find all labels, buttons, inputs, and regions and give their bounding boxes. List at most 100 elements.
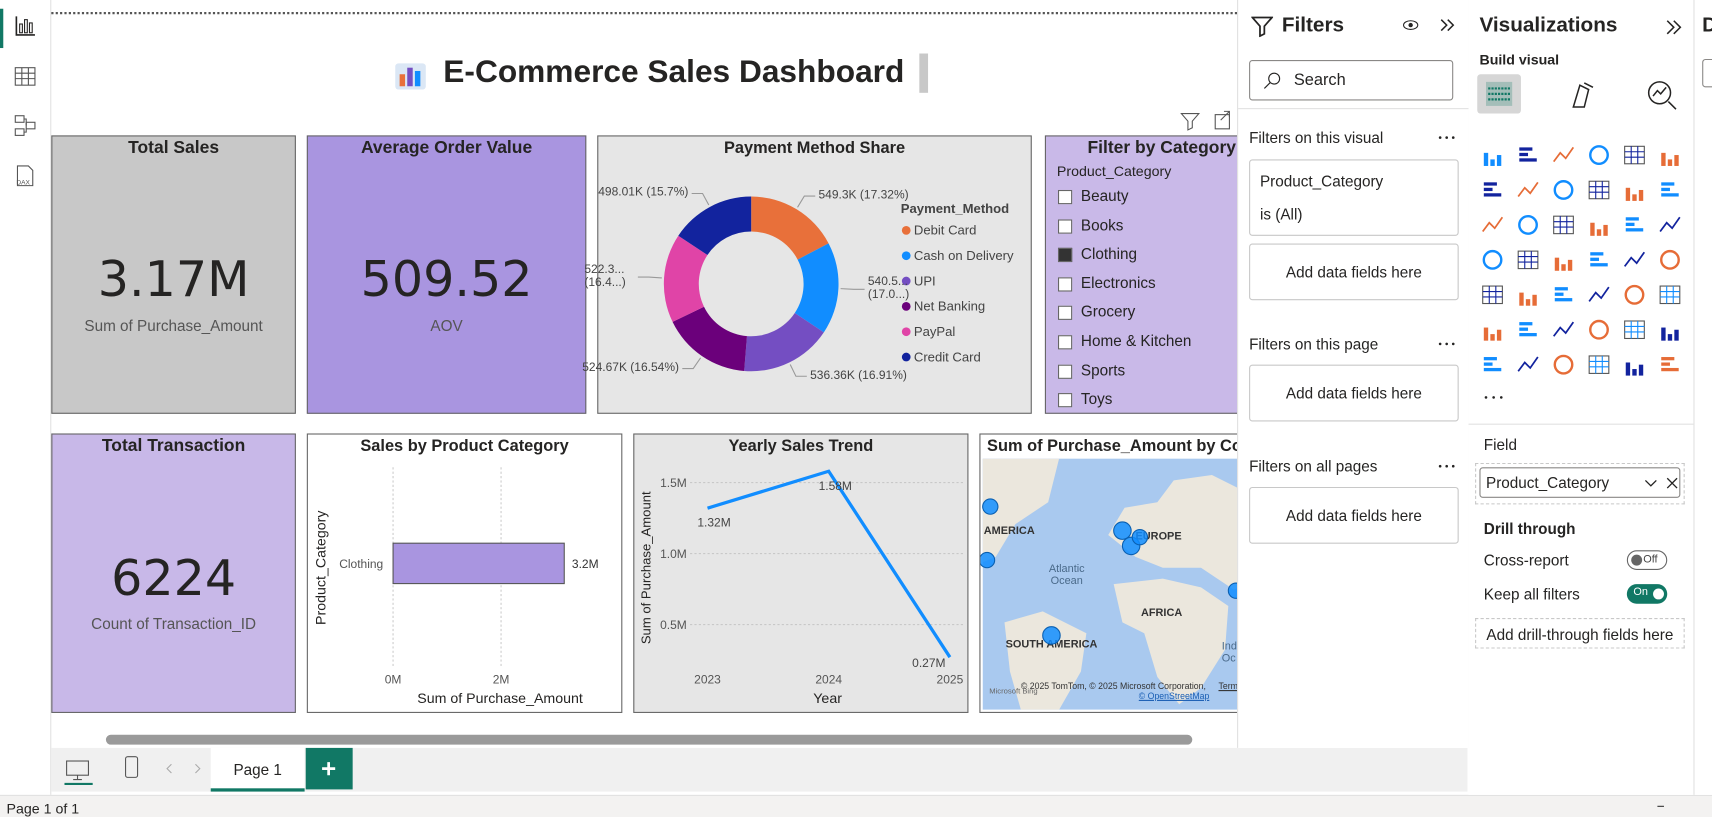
slicer-checkbox[interactable] bbox=[1057, 393, 1073, 408]
glyph bbox=[1518, 214, 1538, 235]
more-options[interactable] bbox=[1438, 133, 1455, 142]
visual-header-icons[interactable] bbox=[1179, 110, 1234, 132]
cross-report-toggle[interactable]: Off bbox=[1626, 550, 1668, 570]
map-terms[interactable]: Terms bbox=[1218, 681, 1243, 692]
visual-type-icon[interactable] bbox=[1625, 187, 1644, 201]
more-visuals[interactable] bbox=[1484, 393, 1506, 402]
collapse-icon[interactable] bbox=[1665, 19, 1685, 36]
visual-type-icon[interactable] bbox=[1625, 217, 1644, 232]
format-tab[interactable] bbox=[1567, 79, 1600, 112]
visual-type-icon[interactable] bbox=[1661, 327, 1679, 341]
card-total-sales[interactable]: Total Sales 3.17M Sum of Purchase_Amount bbox=[51, 135, 296, 414]
dax-view-icon[interactable]: DAX bbox=[13, 164, 37, 188]
visual-type-icon[interactable] bbox=[1661, 357, 1679, 372]
map-osm[interactable]: © OpenStreetMap bbox=[1138, 691, 1210, 701]
add-fields-well[interactable]: Add data fields here bbox=[1249, 364, 1459, 422]
visual-type-icon[interactable] bbox=[1518, 214, 1538, 235]
visual-type-icon[interactable] bbox=[1624, 145, 1645, 165]
more-options[interactable] bbox=[1438, 340, 1455, 349]
mobile-view-icon[interactable] bbox=[123, 754, 140, 780]
card-label: Sum of Purchase_Amount bbox=[84, 316, 263, 335]
slicer-checkbox[interactable] bbox=[1057, 189, 1073, 205]
visual-type-icon[interactable] bbox=[1482, 249, 1503, 270]
visual-type-icon[interactable] bbox=[1588, 355, 1610, 374]
visual-type-icon[interactable] bbox=[1624, 284, 1645, 305]
visual-type-icon[interactable] bbox=[1552, 321, 1575, 337]
visual-type-icon[interactable] bbox=[1517, 356, 1539, 372]
visual-type-icon[interactable] bbox=[1483, 152, 1502, 166]
desktop-view-icon[interactable] bbox=[64, 757, 93, 786]
card-aov[interactable]: Average Order Value 509.52 AOV bbox=[306, 135, 587, 414]
add-page-button[interactable] bbox=[305, 747, 353, 790]
build-tab-selected[interactable] bbox=[1477, 74, 1521, 114]
page-nav-arrows[interactable] bbox=[165, 761, 204, 776]
visual-type-icon[interactable] bbox=[1517, 250, 1539, 270]
slicer-checkbox[interactable] bbox=[1057, 277, 1073, 292]
keep-filters-toggle[interactable]: On bbox=[1626, 584, 1668, 604]
visual-type-icon[interactable] bbox=[1553, 180, 1574, 200]
bar-visual[interactable]: Sales by Product Category bbox=[306, 433, 623, 713]
visual-type-icon[interactable] bbox=[1482, 285, 1503, 305]
visual-type-icon[interactable] bbox=[1483, 182, 1502, 197]
visual-type-icon[interactable] bbox=[1519, 292, 1537, 306]
slicer-checkbox[interactable] bbox=[1057, 306, 1073, 321]
map-visual[interactable]: Sum of Purchase_Amount by Cou AMERICA EU… bbox=[979, 433, 1264, 713]
add-fields-well[interactable]: Add data fields here bbox=[1249, 243, 1459, 301]
line-visual[interactable]: Yearly Sales Trend bbox=[633, 433, 969, 713]
visual-type-icon[interactable] bbox=[1588, 180, 1610, 200]
visual-type-icon[interactable] bbox=[1553, 354, 1574, 375]
slicer-checkbox[interactable] bbox=[1057, 364, 1073, 379]
visual-type-icon[interactable] bbox=[1482, 216, 1504, 232]
visual-type-icon[interactable] bbox=[1553, 215, 1574, 235]
visual-type-icon[interactable] bbox=[1659, 285, 1681, 305]
report-view-icon[interactable] bbox=[13, 14, 37, 38]
visual-type-icon[interactable] bbox=[1519, 322, 1537, 337]
visual-type-icon[interactable] bbox=[1483, 327, 1502, 341]
filters-pane: Filters Search Filters on this visual Pr… bbox=[1237, 0, 1470, 748]
visual-type-icon[interactable] bbox=[1552, 146, 1575, 163]
visual-type-icon[interactable] bbox=[1590, 222, 1608, 236]
drill-through-well[interactable]: Add drill-through fields here bbox=[1475, 617, 1685, 649]
visual-type-icon[interactable] bbox=[1590, 252, 1608, 267]
glyph bbox=[1519, 327, 1529, 331]
visual-type-icon[interactable] bbox=[1660, 249, 1680, 270]
visual-type-icon[interactable] bbox=[1588, 286, 1610, 302]
slicer[interactable]: Filter by Category Product_Category Beau… bbox=[1044, 135, 1264, 414]
filter-card[interactable]: Product_Category is (All) bbox=[1249, 159, 1459, 236]
page-tab[interactable]: Page 1 bbox=[210, 747, 305, 792]
visual-type-icon[interactable] bbox=[1661, 182, 1679, 197]
visual-type-icon[interactable] bbox=[1519, 147, 1537, 162]
field-pill[interactable]: Product_Category bbox=[1479, 467, 1681, 498]
add-fields-well[interactable]: Add data fields here bbox=[1249, 486, 1459, 544]
visual-type-icon[interactable] bbox=[1623, 251, 1646, 267]
visual-type-icon[interactable] bbox=[1483, 357, 1502, 372]
analytics-tab[interactable] bbox=[1645, 79, 1678, 112]
card-value: 6224 bbox=[111, 549, 237, 608]
visual-type-icon[interactable] bbox=[1661, 152, 1679, 166]
glyph bbox=[1638, 189, 1644, 201]
visual-type-icon[interactable] bbox=[1625, 362, 1644, 376]
slicer-checkbox[interactable] bbox=[1057, 248, 1073, 263]
visual-type-icon[interactable] bbox=[1624, 320, 1645, 340]
glyph bbox=[1596, 229, 1602, 236]
section-title: Filters on all pages bbox=[1249, 457, 1378, 475]
visual-type-icon[interactable] bbox=[1659, 216, 1681, 232]
visual-type-icon[interactable] bbox=[1589, 319, 1609, 340]
visual-type-icon[interactable] bbox=[1589, 145, 1609, 165]
model-view-icon[interactable] bbox=[13, 114, 37, 138]
more-options[interactable] bbox=[1438, 462, 1455, 471]
h-scrollbar[interactable] bbox=[105, 734, 1193, 745]
pane-header-icons[interactable] bbox=[1402, 16, 1457, 36]
card-transactions[interactable]: Total Transaction 6224 Count of Transact… bbox=[51, 433, 296, 713]
visual-type-icon[interactable] bbox=[1517, 181, 1539, 198]
slicer-checkbox[interactable] bbox=[1057, 219, 1073, 234]
visual-type-icon[interactable] bbox=[1554, 257, 1573, 271]
glyph bbox=[1589, 355, 1609, 374]
data-label: 498.01K (15.7%) bbox=[598, 185, 689, 199]
slicer-checkbox[interactable] bbox=[1057, 335, 1073, 350]
search-box[interactable]: Search bbox=[1249, 60, 1454, 101]
visual-type-icon[interactable] bbox=[1554, 287, 1573, 302]
glyph bbox=[1553, 216, 1574, 234]
table-view-icon[interactable] bbox=[13, 64, 37, 88]
